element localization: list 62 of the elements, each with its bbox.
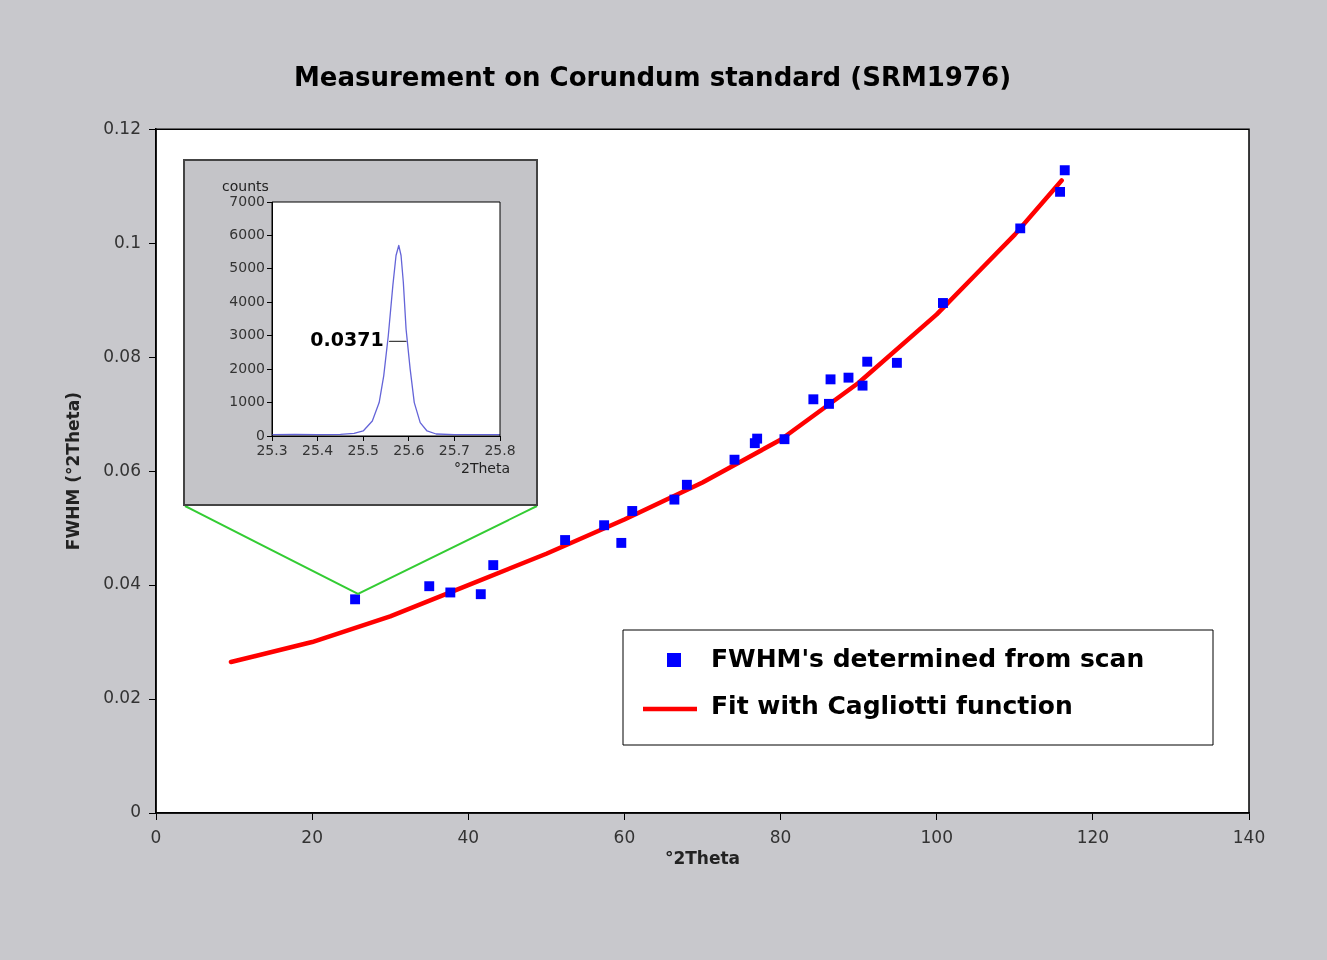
x-tick-label: 25.3 — [256, 442, 288, 459]
point — [938, 298, 948, 308]
y-tick-label: 0.02 — [103, 687, 141, 708]
point — [808, 394, 819, 405]
point — [1015, 223, 1026, 234]
y-axis-title: FWHM (°2Theta) — [62, 392, 83, 551]
x-tick-label: 0 — [150, 826, 162, 847]
x-tick-label: 25.4 — [302, 442, 334, 459]
point — [824, 398, 834, 409]
point — [779, 434, 790, 445]
chart-title: Measurement on Corundum standard (SRM1976) — [293, 62, 1012, 93]
x-tick-label: 20 — [301, 826, 323, 847]
x-axis-title: °2Theta — [453, 459, 510, 476]
point — [891, 357, 902, 368]
point — [616, 537, 627, 548]
legend-label: FWHM's determined from scan — [711, 643, 1145, 673]
x-tick-label: 25.6 — [393, 442, 425, 459]
y-axis-title: counts — [222, 177, 269, 194]
y-tick-label: 6000 — [229, 226, 265, 243]
point — [843, 372, 854, 383]
point — [857, 380, 868, 391]
point — [752, 433, 763, 444]
point — [627, 506, 638, 516]
y-tick-label: 0.04 — [103, 573, 141, 594]
point — [862, 356, 873, 367]
annotation: 0.0371 — [310, 328, 384, 351]
y-tick-label: 4000 — [229, 292, 265, 309]
point — [475, 589, 486, 600]
point — [488, 560, 499, 571]
y-tick-label: 0.06 — [103, 459, 141, 480]
point — [424, 581, 435, 592]
x-tick-label: 40 — [457, 826, 480, 847]
y-tick-label: 0 — [130, 801, 141, 822]
point — [350, 594, 361, 605]
x-tick-label: 100 — [920, 826, 953, 847]
x-tick-label: 140 — [1232, 826, 1266, 847]
point — [1059, 165, 1070, 176]
point — [445, 587, 456, 598]
y-tick-label: 0.12 — [103, 117, 141, 138]
y-tick-label: 2000 — [229, 359, 265, 376]
point — [599, 520, 610, 531]
x-tick-label: 25.5 — [347, 442, 379, 459]
y-tick-label: 1000 — [229, 393, 265, 410]
y-tick-label: 0 — [256, 426, 265, 443]
x-axis-title: °2Theta — [664, 848, 741, 869]
legend-label: Fit with Cagliotti function — [711, 690, 1073, 720]
x-tick-label: 60 — [613, 826, 636, 847]
x-tick-label: 80 — [769, 826, 792, 847]
point — [560, 535, 571, 545]
y-tick-label: 7000 — [229, 192, 265, 209]
point — [729, 454, 740, 465]
x-tick-label: 25.7 — [438, 442, 470, 459]
point — [669, 494, 680, 505]
x-tick-label: 120 — [1076, 826, 1110, 847]
point — [1055, 186, 1066, 197]
point — [825, 374, 836, 385]
x-tick-label: 25.8 — [484, 442, 516, 459]
y-tick-label: 0.08 — [103, 345, 141, 366]
y-tick-label: 5000 — [229, 259, 265, 276]
y-tick-label: 3000 — [229, 326, 265, 343]
point — [681, 479, 692, 490]
y-tick-label: 0.1 — [113, 231, 141, 252]
